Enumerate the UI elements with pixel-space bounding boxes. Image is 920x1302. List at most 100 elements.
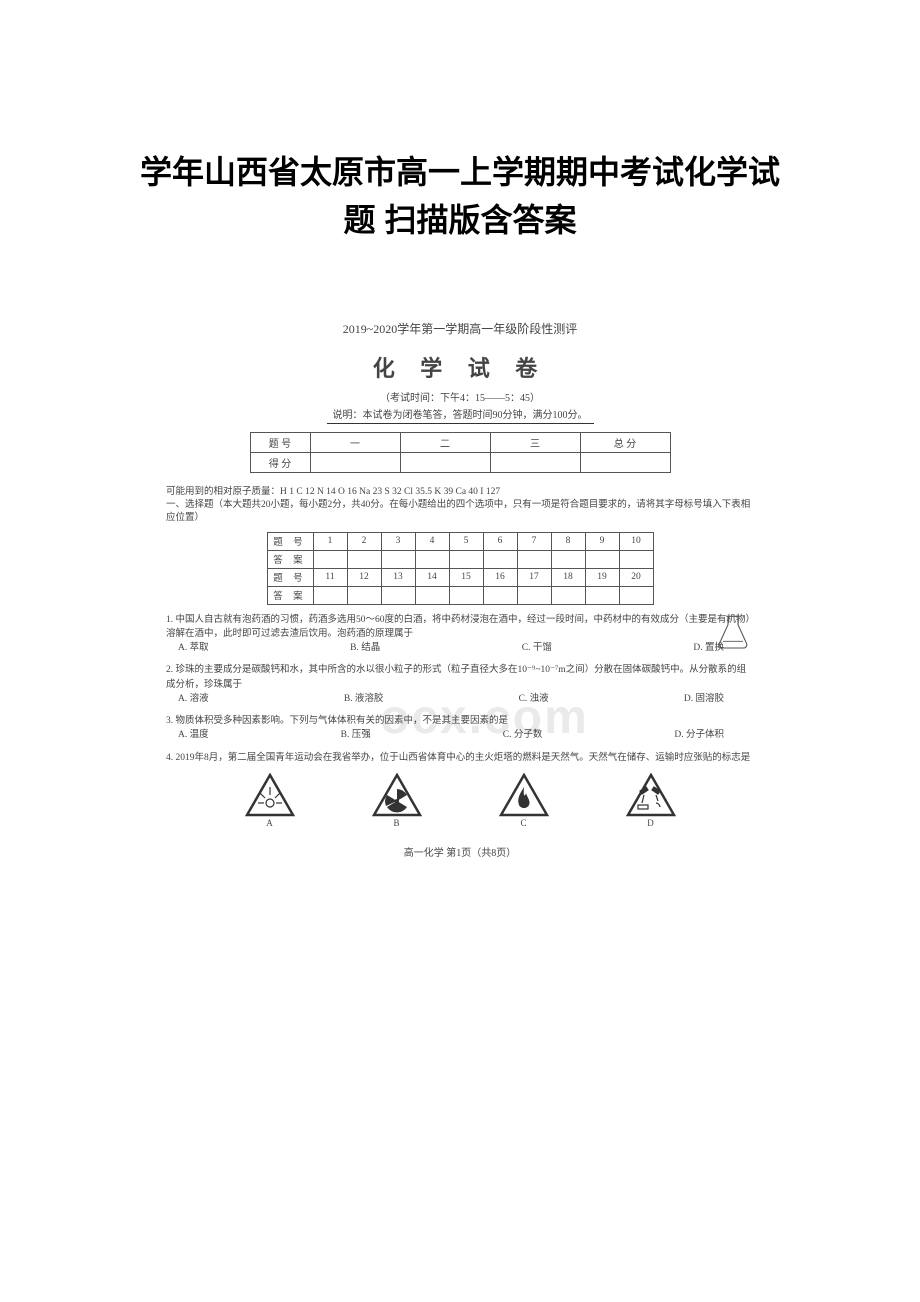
question-1-stem: 1. 中国人自古就有泡药酒的习惯，药酒多选用50～60度的白酒，将中药材浸泡在酒… bbox=[166, 615, 750, 639]
scanned-exam-page: 2019~2020学年第一学期高一年级阶段性测评 化 学 试 卷 （考试时间：下… bbox=[160, 320, 760, 859]
option-b: B. 结晶 bbox=[350, 641, 380, 655]
cell-num: 14 bbox=[415, 568, 449, 586]
cell-num: 15 bbox=[449, 568, 483, 586]
option-c: C. 浊液 bbox=[519, 692, 549, 706]
question-4: 4. 2019年8月，第二届全国青年运动会在我省举办，位于山西省体育中心的主火炬… bbox=[160, 751, 760, 831]
cell-num: 8 bbox=[551, 532, 585, 550]
cell-empty bbox=[400, 453, 490, 473]
cell-empty bbox=[415, 550, 449, 568]
option-a: A. 温度 bbox=[178, 728, 209, 742]
cell-empty bbox=[483, 550, 517, 568]
cell-empty bbox=[619, 586, 653, 604]
cell-num: 13 bbox=[381, 568, 415, 586]
hazard-label: D bbox=[621, 817, 681, 831]
page-title-line1: 学年山西省太原市高一上学期期中考试化学试 bbox=[0, 148, 920, 196]
option-a: A. 溶液 bbox=[178, 692, 209, 706]
exam-title: 化 学 试 卷 bbox=[160, 351, 760, 383]
question-2-options: A. 溶液 B. 液溶胶 C. 浊液 D. 固溶胶 bbox=[166, 692, 754, 706]
option-b: B. 压强 bbox=[341, 728, 371, 742]
option-c: C. 干馏 bbox=[522, 641, 552, 655]
hazard-label: B bbox=[367, 817, 427, 831]
table-row: 题 号 1 2 3 4 5 6 7 8 9 10 bbox=[267, 532, 653, 550]
table-row: 题 号 11 12 13 14 15 16 17 18 19 20 bbox=[267, 568, 653, 586]
table-row: 答 案 bbox=[267, 550, 653, 568]
cell-empty bbox=[449, 550, 483, 568]
question-1-options: A. 萃取 B. 结晶 C. 干馏 D. 置换 bbox=[166, 641, 754, 655]
question-4-stem: 4. 2019年8月，第二届全国青年运动会在我省举办，位于山西省体育中心的主火炬… bbox=[166, 753, 750, 763]
flammable-icon bbox=[499, 773, 549, 817]
cell-empty bbox=[517, 586, 551, 604]
cell-empty bbox=[415, 586, 449, 604]
cell-empty bbox=[313, 550, 347, 568]
exam-desc: 说明：本试卷为闭卷笔答，答题时间90分钟，满分100分。 bbox=[327, 406, 594, 424]
score-table: 题 号 一 二 三 总 分 得 分 bbox=[250, 432, 671, 473]
cell-label: 答 案 bbox=[267, 586, 313, 604]
cell-empty bbox=[585, 550, 619, 568]
cell-num: 18 bbox=[551, 568, 585, 586]
hazard-label: C bbox=[494, 817, 554, 831]
question-2: 2. 珍珠的主要成分是碳酸钙和水，其中所含的水以很小粒子的形式（粒子直径大多在1… bbox=[160, 663, 760, 706]
question-1: 1. 中国人自古就有泡药酒的习惯，药酒多选用50～60度的白酒，将中药材浸泡在酒… bbox=[160, 613, 760, 656]
table-row: 题 号 一 二 三 总 分 bbox=[250, 433, 670, 453]
answer-grid: 题 号 1 2 3 4 5 6 7 8 9 10 答 案 题 号 11 12 1… bbox=[267, 532, 654, 605]
corrosive-icon bbox=[626, 773, 676, 817]
table-row: 答 案 bbox=[267, 586, 653, 604]
cell-header: 三 bbox=[490, 433, 580, 453]
cell-num: 5 bbox=[449, 532, 483, 550]
radioactive-icon bbox=[372, 773, 422, 817]
question-3-stem: 3. 物质体积受多种因素影响。下列与气体体积有关的因素中，不是其主要因素的是 bbox=[166, 716, 508, 726]
cell-num: 12 bbox=[347, 568, 381, 586]
cell-num: 3 bbox=[381, 532, 415, 550]
cell-empty bbox=[619, 550, 653, 568]
cell-empty bbox=[483, 586, 517, 604]
atomic-mass-line: 可能用到的相对原子质量：H 1 C 12 N 14 O 16 Na 23 S 3… bbox=[160, 483, 760, 497]
exam-time: （考试时间：下午4：15——5：45） bbox=[160, 389, 760, 404]
question-2-stem: 2. 珍珠的主要成分是碳酸钙和水，其中所含的水以很小粒子的形式（粒子直径大多在1… bbox=[166, 665, 746, 689]
cell-header: 总 分 bbox=[580, 433, 670, 453]
cell-header: 一 bbox=[310, 433, 400, 453]
hazard-icons-row: A B bbox=[166, 765, 754, 831]
cell-empty bbox=[490, 453, 580, 473]
question-3: 3. 物质体积受多种因素影响。下列与气体体积有关的因素中，不是其主要因素的是 A… bbox=[160, 714, 760, 743]
cell-label: 得 分 bbox=[250, 453, 310, 473]
option-b: B. 液溶胶 bbox=[344, 692, 384, 706]
cell-num: 17 bbox=[517, 568, 551, 586]
cell-num: 19 bbox=[585, 568, 619, 586]
cell-num: 9 bbox=[585, 532, 619, 550]
cell-empty bbox=[381, 586, 415, 604]
cell-empty bbox=[517, 550, 551, 568]
cell-empty bbox=[449, 586, 483, 604]
cell-empty bbox=[310, 453, 400, 473]
cell-num: 7 bbox=[517, 532, 551, 550]
cell-label: 答 案 bbox=[267, 550, 313, 568]
option-d: D. 分子体积 bbox=[674, 728, 724, 742]
question-3-options: A. 温度 B. 压强 C. 分子数 D. 分子体积 bbox=[166, 728, 754, 742]
cell-num: 20 bbox=[619, 568, 653, 586]
cell-empty bbox=[585, 586, 619, 604]
exam-header: 2019~2020学年第一学期高一年级阶段性测评 化 学 试 卷 （考试时间：下… bbox=[160, 320, 760, 432]
cell-empty bbox=[551, 586, 585, 604]
hazard-option-c: C bbox=[494, 773, 554, 831]
hazard-label: A bbox=[240, 817, 300, 831]
cell-empty bbox=[580, 453, 670, 473]
cell-empty bbox=[313, 586, 347, 604]
cell-num: 11 bbox=[313, 568, 347, 586]
table-row: 得 分 bbox=[250, 453, 670, 473]
option-c: C. 分子数 bbox=[503, 728, 543, 742]
cell-num: 10 bbox=[619, 532, 653, 550]
hazard-option-b: B bbox=[367, 773, 427, 831]
cell-label: 题 号 bbox=[267, 532, 313, 550]
cell-num: 4 bbox=[415, 532, 449, 550]
cell-num: 1 bbox=[313, 532, 347, 550]
cell-empty bbox=[551, 550, 585, 568]
cell-empty bbox=[381, 550, 415, 568]
cell-num: 16 bbox=[483, 568, 517, 586]
explosive-icon bbox=[245, 773, 295, 817]
option-d: D. 固溶胶 bbox=[684, 692, 724, 706]
flask-icon bbox=[716, 613, 750, 653]
hazard-option-a: A bbox=[240, 773, 300, 831]
semester-line: 2019~2020学年第一学期高一年级阶段性测评 bbox=[160, 320, 760, 337]
cell-empty bbox=[347, 550, 381, 568]
option-a: A. 萃取 bbox=[178, 641, 209, 655]
section-1-desc: 一、选择题（本大题共20小题，每小题2分，共40分。在每小题给出的四个选项中，只… bbox=[160, 499, 760, 526]
